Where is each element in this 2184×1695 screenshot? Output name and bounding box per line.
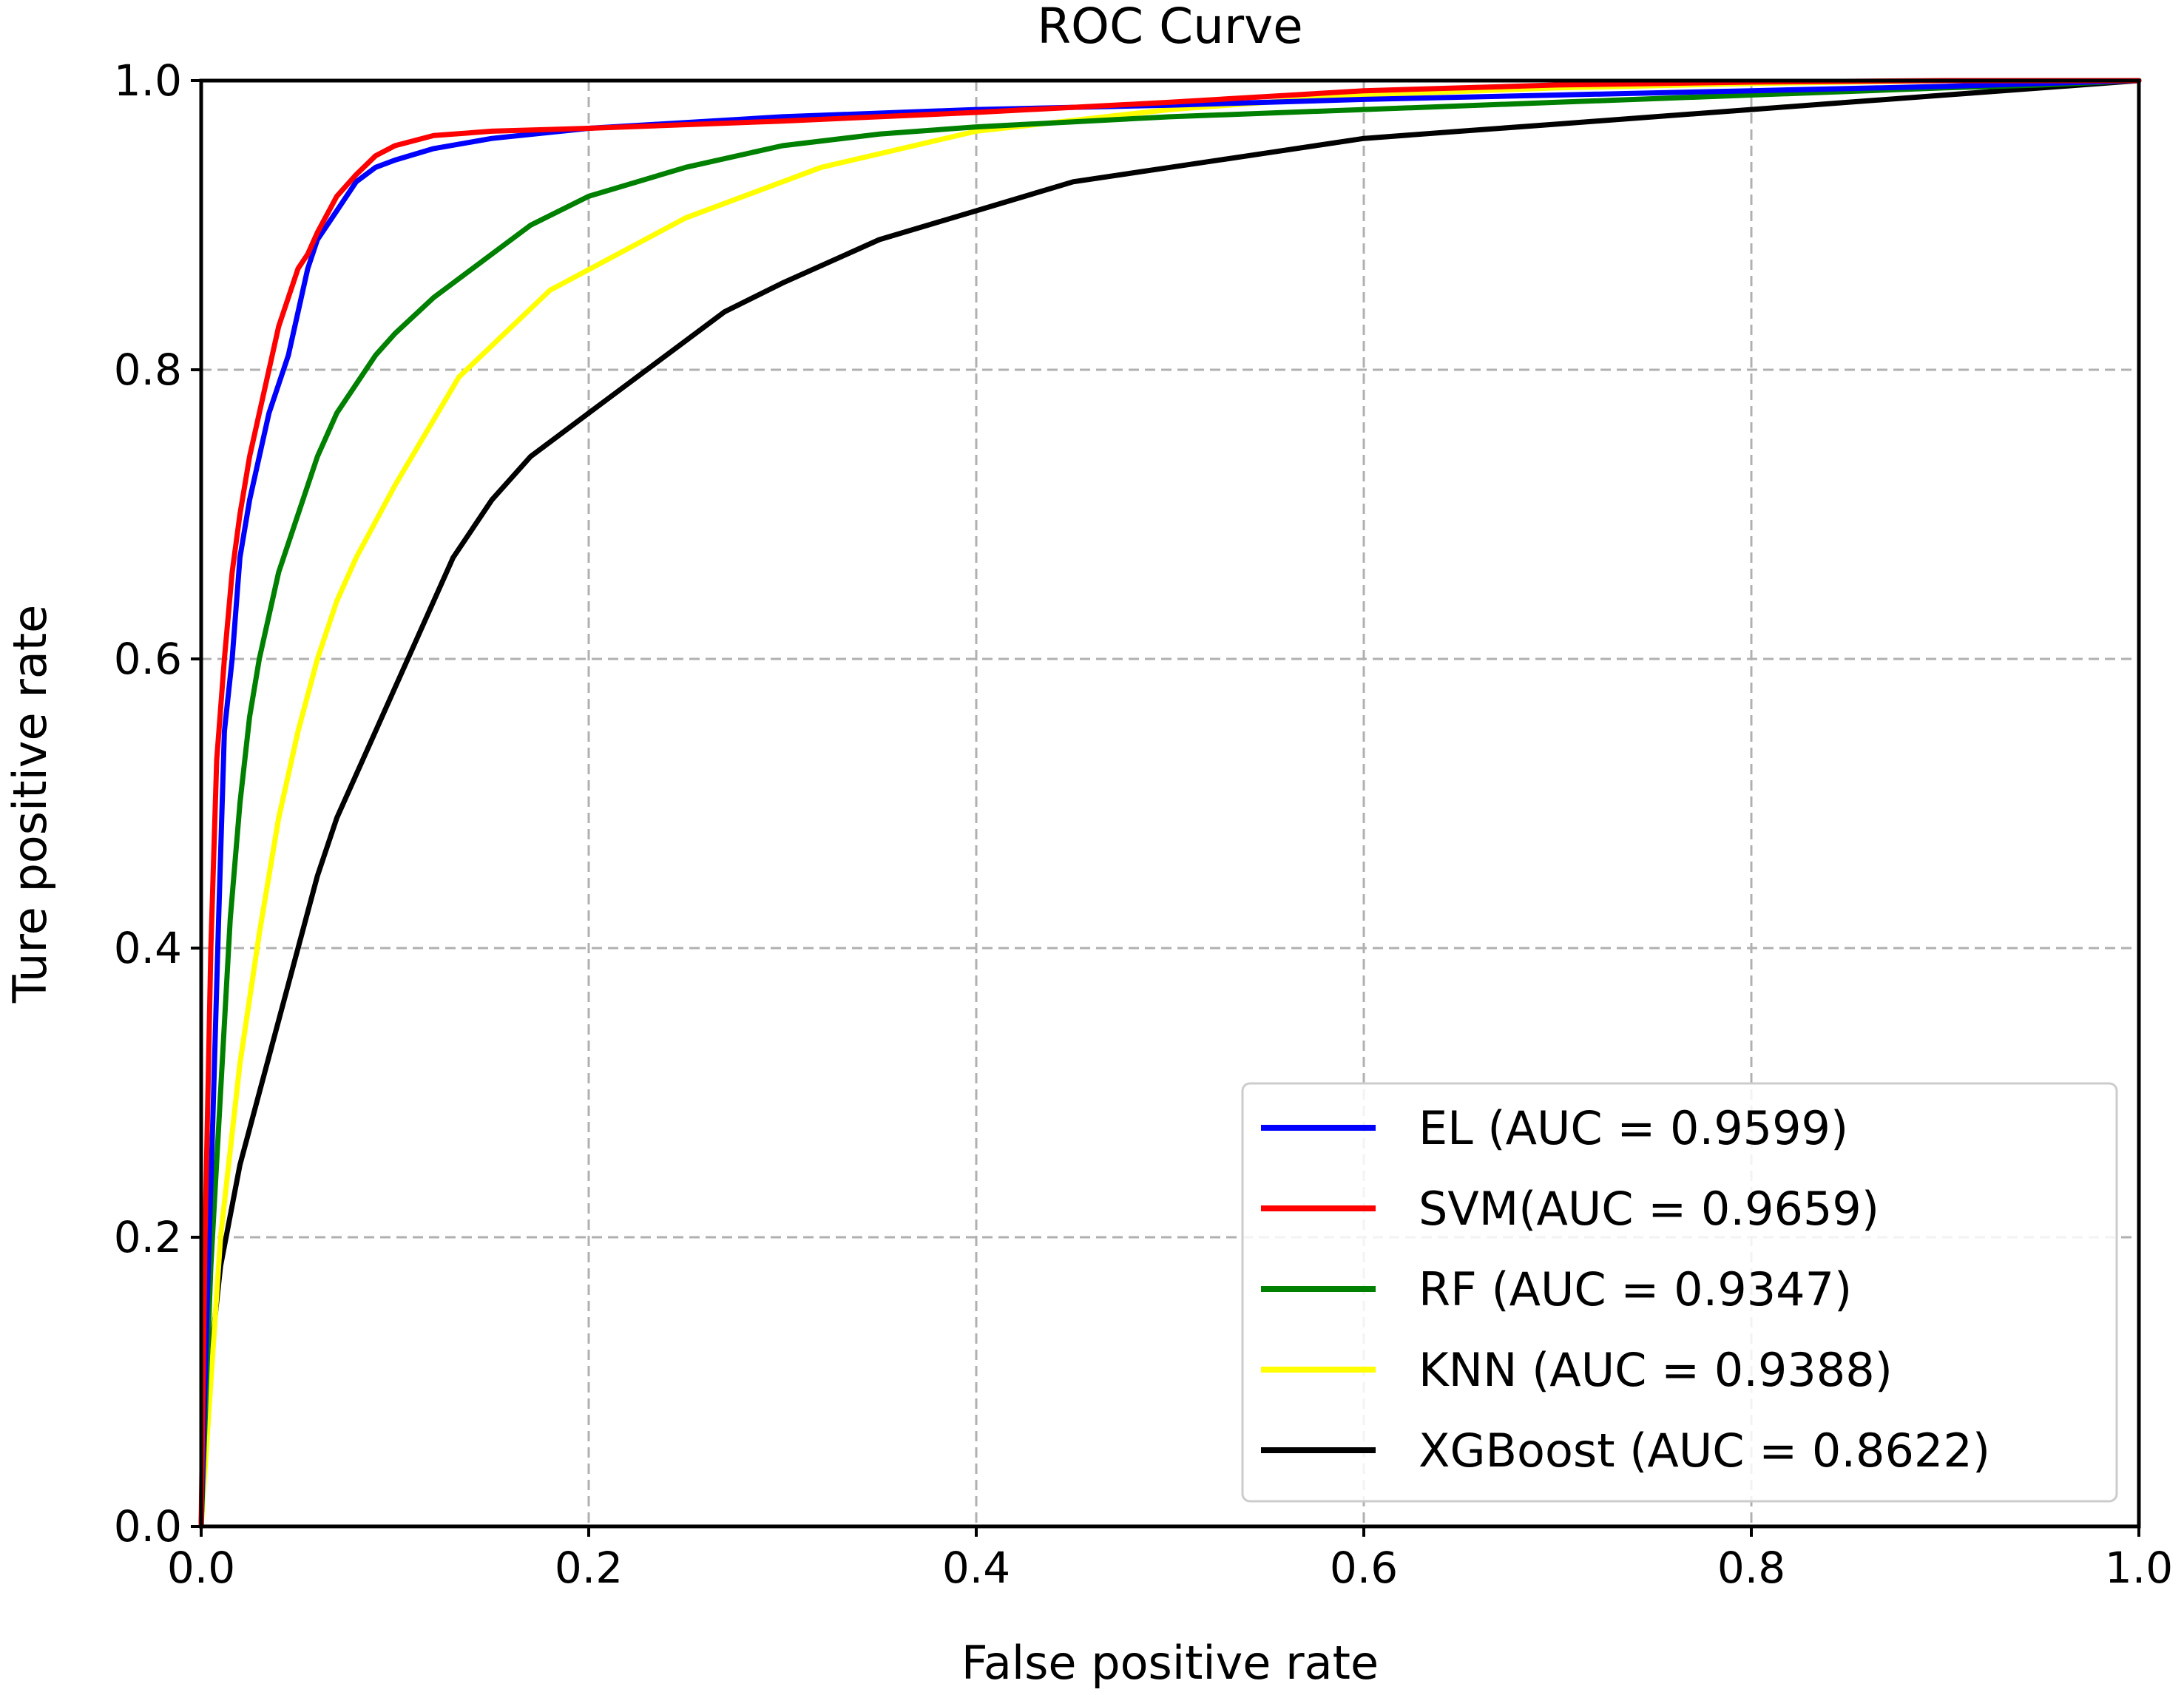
y-axis-label: Ture positive rate	[3, 605, 57, 1004]
y-tick-label: 0.4	[114, 923, 182, 973]
x-tick-label: 0.0	[167, 1543, 235, 1593]
legend-label-4: XGBoost (AUC = 0.8622)	[1419, 1424, 1990, 1478]
series-line-2	[198, 78, 2142, 1529]
y-tick-label: 0.6	[114, 634, 182, 684]
legend: EL (AUC = 0.9599) SVM(AUC = 0.9659) RF (AU…	[1241, 1082, 2118, 1503]
y-tick-label: 0.0	[114, 1501, 182, 1552]
axis-ticks: 0.0 0.2 0.4 0.6 0.8 1.0 0.0 0.2 0.4 0.6 0.8 1.0	[114, 55, 2173, 1593]
legend-label-0: EL (AUC = 0.9599)	[1419, 1101, 1848, 1155]
legend-label-2: RF (AUC = 0.9347)	[1419, 1262, 1852, 1316]
legend-label-1: SVM(AUC = 0.9659)	[1419, 1182, 1879, 1236]
plot-frame	[199, 78, 2141, 1529]
series-line-0	[198, 78, 2142, 1529]
series-line-1	[198, 78, 2142, 1529]
y-tick-label: 0.2	[114, 1212, 182, 1262]
x-tick-label: 0.2	[555, 1543, 623, 1593]
series-lines	[198, 78, 2142, 1529]
x-tick-label: 0.6	[1330, 1543, 1398, 1593]
series-line-3	[198, 78, 2142, 1529]
x-tick-label: 0.8	[1717, 1543, 1785, 1593]
series-line-4	[198, 78, 2142, 1529]
y-tick-label: 0.8	[114, 345, 182, 395]
x-tick-label: 1.0	[2105, 1543, 2173, 1593]
legend-label-3: KNN (AUC = 0.9388)	[1419, 1343, 1893, 1397]
y-tick-label: 1.0	[114, 55, 182, 106]
x-tick-label: 0.4	[942, 1543, 1010, 1593]
legend-box	[1241, 1082, 2118, 1503]
x-axis-label: False positive rate	[961, 1636, 1379, 1690]
chart-title: ROC Curve	[1037, 0, 1303, 55]
